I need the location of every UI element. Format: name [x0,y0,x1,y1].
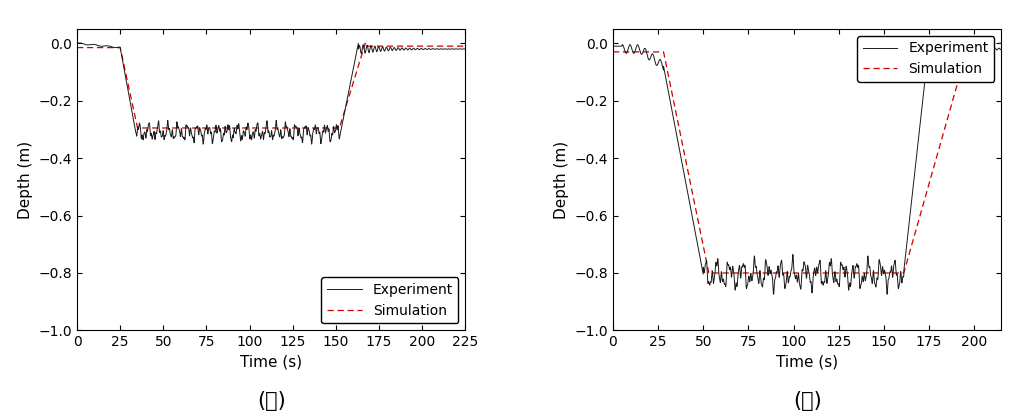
Line: Experiment: Experiment [613,42,1001,294]
Simulation [459,44,471,49]
Simulation [439,44,451,49]
Y-axis label: Depth (m): Depth (m) [18,140,33,219]
Legend: Experiment, Simulation: Experiment, Simulation [858,36,994,82]
Simulation [995,41,1007,46]
Experiment [71,41,83,46]
Experiment [422,47,434,52]
Legend: Experiment, Simulation: Experiment, Simulation [321,278,458,323]
Experiment [607,44,619,49]
Experiment [314,134,327,139]
Simulation [220,126,232,131]
Simulation [131,126,144,131]
Simulation [71,45,83,50]
X-axis label: Time (s): Time (s) [776,355,838,370]
Simulation [314,126,327,131]
Line: Simulation: Simulation [77,43,465,128]
Simulation [702,271,715,275]
Simulation [423,44,435,49]
Simulation [645,50,657,55]
Simulation [607,50,619,55]
Simulation [359,41,372,46]
Experiment [978,46,990,51]
Experiment [197,142,210,147]
Experiment [423,46,435,51]
Experiment [459,47,471,52]
Line: Simulation: Simulation [613,43,1001,273]
Experiment [928,39,941,44]
Experiment [220,130,232,135]
X-axis label: Time (s): Time (s) [240,355,302,370]
Experiment [995,47,1007,52]
Simulation [978,41,990,46]
Y-axis label: Depth (m): Depth (m) [554,140,569,219]
Simulation [964,41,977,46]
Experiment [820,270,832,275]
Simulation [117,60,129,65]
Experiment [964,45,977,50]
Experiment [662,92,675,97]
Text: (가): (가) [257,391,286,411]
Experiment [117,64,129,69]
Experiment [767,292,779,297]
Simulation [962,41,975,46]
Line: Experiment: Experiment [77,43,465,144]
Experiment [645,54,657,59]
Simulation [820,271,832,275]
Experiment [439,46,451,51]
Experiment [74,40,86,45]
Simulation [906,242,918,247]
Experiment [906,197,918,202]
Text: (나): (나) [793,391,822,411]
Simulation [422,44,434,49]
Simulation [662,76,675,81]
